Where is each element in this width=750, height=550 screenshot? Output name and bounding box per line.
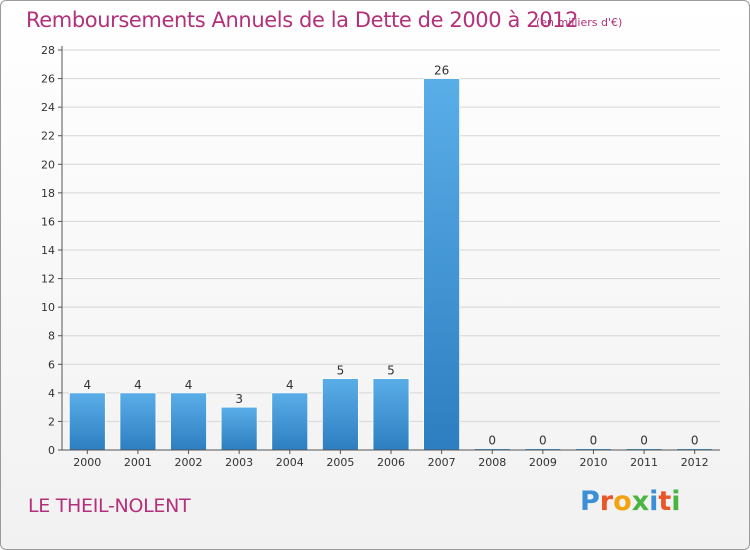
data-label-2008: 0 (488, 434, 496, 448)
chart-title: Remboursements Annuels de la Dette de 20… (26, 8, 579, 32)
y-tick-label: 0 (48, 444, 55, 457)
x-tick-label-2002: 2002 (175, 456, 203, 469)
y-tick-label: 10 (41, 301, 55, 314)
x-tick-label-2011: 2011 (630, 456, 658, 469)
bar-2001 (119, 392, 157, 451)
x-tick-label-2009: 2009 (529, 456, 557, 469)
unit-label: (en milliers d'€) (536, 16, 623, 29)
data-label-2004: 4 (286, 378, 294, 392)
y-tick-label: 8 (48, 330, 55, 343)
data-label-2011: 0 (640, 434, 648, 448)
data-label-2005: 5 (337, 364, 345, 378)
x-tick-label-2001: 2001 (124, 456, 152, 469)
data-label-2007: 26 (434, 64, 449, 78)
x-tick-label-2012: 2012 (681, 456, 709, 469)
logo-letter: t (658, 486, 672, 517)
x-tick-label-2008: 2008 (478, 456, 506, 469)
logo-letter: x (631, 486, 650, 517)
logo-letter: o (613, 486, 632, 517)
y-tick-label: 14 (41, 244, 55, 257)
y-tick-label: 24 (41, 101, 55, 114)
logo-letter: r (599, 486, 614, 517)
logo-letter: i (671, 486, 681, 517)
x-tick-label-2005: 2005 (326, 456, 354, 469)
data-label-2010: 0 (590, 434, 598, 448)
bar-2000 (68, 392, 106, 451)
bar-2007 (423, 78, 461, 451)
x-tick-label-2000: 2000 (73, 456, 101, 469)
logo-letter: P (580, 486, 600, 517)
bar-2006 (372, 378, 410, 451)
axes (58, 46, 720, 454)
proxiti-logo[interactable]: Proxiti (580, 486, 681, 517)
bars (68, 78, 714, 451)
y-tick-label: 6 (48, 358, 55, 371)
data-label-2000: 4 (83, 378, 91, 392)
x-tick-label-2007: 2007 (428, 456, 456, 469)
y-tick-label: 12 (41, 273, 55, 286)
data-label-2012: 0 (691, 434, 699, 448)
y-tick-label: 28 (41, 44, 55, 57)
y-tick-label: 22 (41, 130, 55, 143)
bar-2005 (321, 378, 359, 451)
data-label-2006: 5 (387, 364, 395, 378)
x-tick-label-2004: 2004 (276, 456, 304, 469)
logo-letter: i (649, 486, 659, 517)
data-label-2003: 3 (235, 392, 243, 406)
y-tick-label: 16 (41, 215, 55, 228)
bar-2003 (220, 406, 258, 451)
y-tick-label: 2 (48, 415, 55, 428)
y-tick-label: 4 (48, 387, 55, 400)
data-label-2001: 4 (134, 378, 142, 392)
y-tick-label: 26 (41, 73, 55, 86)
labels: 0246810121416182022242628420004200142002… (41, 44, 709, 469)
data-label-2009: 0 (539, 434, 547, 448)
bar-2002 (170, 392, 207, 451)
city-name: LE THEIL-NOLENT (28, 495, 191, 517)
data-label-2002: 4 (185, 378, 193, 392)
x-tick-label-2010: 2010 (579, 456, 607, 469)
x-tick-label-2003: 2003 (225, 456, 253, 469)
y-tick-label: 20 (41, 158, 55, 171)
bar-2004 (271, 392, 309, 451)
x-tick-label-2006: 2006 (377, 456, 405, 469)
y-tick-label: 18 (41, 187, 55, 200)
